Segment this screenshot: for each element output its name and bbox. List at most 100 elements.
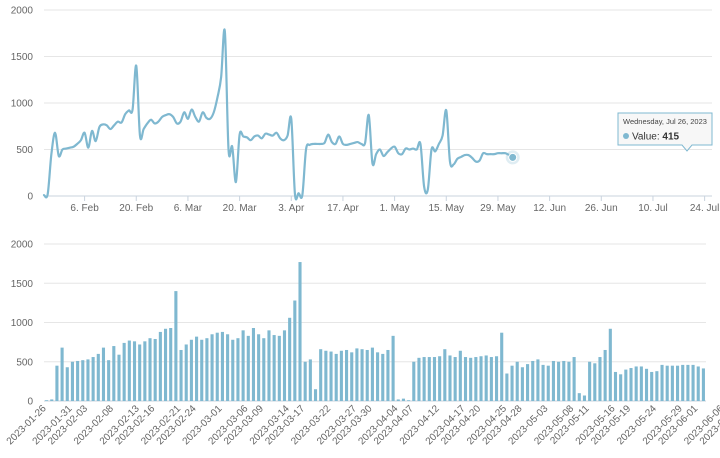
bar[interactable] — [417, 357, 421, 401]
bar[interactable] — [117, 354, 121, 401]
bar-chart[interactable]: 0 500 1000 1500 2000 2023-01-262023-01-31202… — [5, 240, 720, 448]
bar[interactable] — [107, 360, 111, 401]
bar[interactable] — [91, 357, 95, 401]
bar[interactable] — [546, 365, 550, 401]
bar[interactable] — [267, 330, 271, 401]
bar[interactable] — [536, 359, 540, 401]
bar[interactable] — [169, 328, 173, 401]
bar[interactable] — [593, 363, 597, 401]
bar[interactable] — [360, 349, 364, 401]
bar[interactable] — [112, 346, 116, 401]
bar[interactable] — [45, 400, 49, 401]
bar[interactable] — [220, 331, 224, 401]
bar[interactable] — [551, 360, 555, 401]
bar[interactable] — [345, 349, 349, 401]
bar[interactable] — [474, 357, 478, 401]
bar[interactable] — [510, 365, 514, 401]
bar[interactable] — [562, 360, 566, 401]
bar[interactable] — [148, 338, 152, 401]
bar[interactable] — [479, 356, 483, 401]
bar[interactable] — [143, 341, 147, 401]
bar[interactable] — [96, 353, 100, 401]
bar[interactable] — [603, 349, 607, 401]
bar[interactable] — [132, 341, 137, 401]
bar[interactable] — [629, 368, 633, 401]
bar[interactable] — [469, 357, 473, 401]
bar[interactable] — [401, 398, 405, 401]
bar[interactable] — [179, 349, 183, 401]
bar[interactable] — [205, 338, 209, 401]
bar[interactable] — [448, 355, 452, 401]
bar[interactable] — [541, 364, 545, 401]
bar[interactable] — [70, 361, 74, 401]
bar[interactable] — [686, 364, 690, 401]
bar[interactable] — [427, 357, 431, 401]
bar[interactable] — [339, 350, 343, 401]
bar[interactable] — [582, 395, 587, 402]
bar[interactable] — [257, 334, 261, 401]
bar[interactable] — [438, 356, 442, 401]
bar[interactable] — [76, 360, 80, 401]
bar[interactable] — [463, 357, 468, 401]
bar[interactable] — [701, 368, 705, 401]
bar[interactable] — [189, 339, 193, 401]
bar[interactable] — [231, 339, 235, 401]
bar[interactable] — [138, 344, 142, 401]
bar[interactable] — [624, 369, 628, 401]
bar[interactable] — [515, 361, 519, 401]
bar[interactable] — [613, 371, 618, 401]
bar[interactable] — [660, 364, 664, 401]
bar[interactable] — [650, 371, 654, 401]
bar[interactable] — [195, 336, 199, 401]
bar[interactable] — [236, 338, 240, 401]
bar-chart-bars[interactable] — [45, 262, 705, 401]
bar[interactable] — [153, 338, 157, 401]
bar[interactable] — [381, 353, 385, 401]
bar[interactable] — [226, 334, 230, 401]
bar[interactable] — [86, 359, 90, 401]
bar[interactable] — [350, 352, 354, 401]
bar[interactable] — [308, 359, 312, 401]
bar[interactable] — [313, 389, 318, 401]
bar[interactable] — [567, 361, 571, 401]
bar[interactable] — [298, 262, 302, 401]
bar[interactable] — [60, 347, 64, 401]
bar[interactable] — [396, 399, 400, 401]
bar[interactable] — [407, 400, 411, 401]
bar[interactable] — [81, 360, 85, 401]
bar[interactable] — [55, 365, 59, 401]
bar[interactable] — [484, 355, 488, 401]
bar[interactable] — [412, 361, 416, 401]
bar[interactable] — [696, 366, 700, 401]
bar[interactable] — [365, 349, 369, 401]
bar[interactable] — [505, 373, 509, 401]
bar[interactable] — [277, 335, 281, 401]
bar[interactable] — [386, 349, 390, 401]
bar[interactable] — [670, 365, 674, 401]
bar[interactable] — [531, 360, 535, 401]
bar[interactable] — [324, 350, 328, 401]
bar[interactable] — [422, 357, 426, 401]
bar[interactable] — [458, 350, 462, 401]
bar[interactable] — [453, 357, 457, 401]
bar[interactable] — [644, 368, 649, 401]
bar[interactable] — [526, 364, 530, 401]
bar[interactable] — [200, 339, 204, 401]
bar[interactable] — [293, 300, 297, 401]
bar[interactable] — [282, 330, 287, 401]
bar[interactable] — [101, 347, 106, 401]
bar[interactable] — [210, 334, 214, 401]
bar[interactable] — [122, 342, 126, 401]
bar[interactable] — [681, 364, 685, 401]
bar[interactable] — [262, 338, 266, 401]
bar[interactable] — [184, 344, 188, 401]
bar[interactable] — [391, 335, 395, 401]
bar[interactable] — [619, 374, 623, 401]
bar[interactable] — [272, 335, 276, 401]
bar[interactable] — [355, 348, 359, 401]
bar[interactable] — [319, 349, 323, 401]
bar[interactable] — [334, 353, 338, 401]
bar[interactable] — [303, 361, 307, 401]
bar[interactable] — [329, 351, 333, 401]
bar[interactable] — [127, 340, 131, 401]
